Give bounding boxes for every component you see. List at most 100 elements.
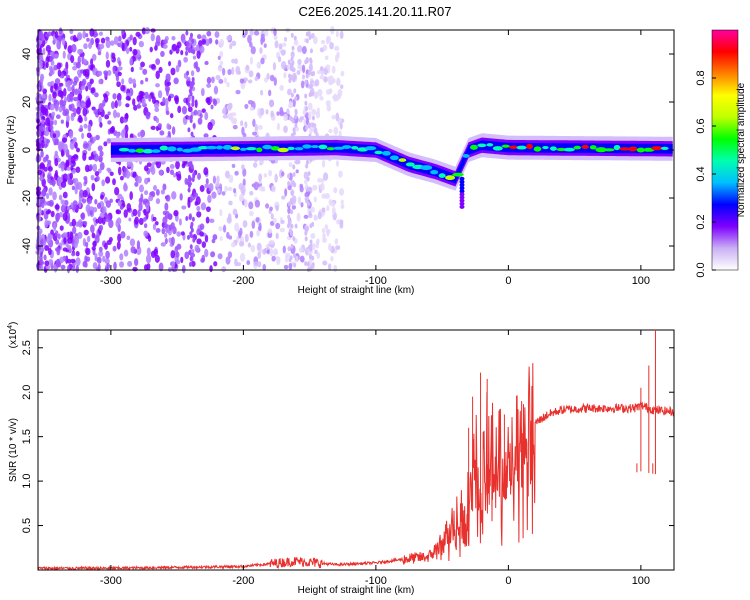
- noise-speck: [201, 241, 207, 248]
- noise-speck: [66, 205, 71, 211]
- noise-speck: [117, 200, 122, 207]
- noise-speck: [193, 109, 198, 116]
- noise-speck: [238, 241, 245, 247]
- noise-speck: [74, 235, 78, 245]
- noise-speck: [211, 76, 215, 84]
- noise-speck: [252, 131, 257, 136]
- noise-speck: [97, 51, 102, 56]
- noise-speck: [130, 246, 136, 254]
- noise-speck: [44, 260, 50, 267]
- noise-speck: [86, 197, 92, 205]
- noise-speck: [75, 166, 81, 173]
- noise-streak: [293, 74, 297, 80]
- noise-speck: [310, 232, 316, 239]
- noise-streak: [308, 244, 312, 250]
- noise-speck: [72, 200, 78, 207]
- noise-streak: [287, 246, 291, 252]
- colorbar: 0.0 0.2 0.4 0.6 0.8 Normalized spectral ampl…: [695, 29, 747, 278]
- noise-speck: [115, 112, 121, 118]
- noise-speck: [58, 176, 62, 186]
- noise-speck: [125, 170, 131, 179]
- noise-speck: [196, 238, 202, 245]
- noise-speck: [48, 247, 52, 256]
- noise-speck: [324, 224, 329, 230]
- ridge-blob: [573, 145, 581, 150]
- noise-streak: [304, 125, 308, 131]
- noise-speck: [326, 205, 330, 212]
- noise-speck: [321, 228, 326, 234]
- noise-speck: [87, 124, 92, 132]
- noise-streak: [290, 92, 294, 98]
- noise-speck: [140, 79, 144, 85]
- noise-speck: [120, 129, 126, 139]
- noise-speck: [219, 38, 225, 48]
- noise-speck: [117, 193, 123, 200]
- noise-speck: [196, 211, 202, 218]
- noise-speck: [92, 240, 97, 247]
- noise-speck: [305, 117, 310, 126]
- noise-speck: [111, 52, 116, 60]
- noise-speck: [155, 198, 161, 205]
- noise-streak: [306, 176, 310, 182]
- noise-streak: [290, 56, 294, 62]
- noise-speck: [270, 110, 275, 119]
- noise-speck: [105, 51, 109, 60]
- noise-speck: [322, 260, 328, 266]
- snr-series-line: [37, 363, 675, 572]
- noise-speck: [56, 62, 62, 70]
- noise-speck: [244, 103, 249, 109]
- noise-streak: [306, 261, 310, 267]
- noise-streak: [307, 31, 311, 37]
- noise-streak: [305, 159, 309, 165]
- noise-speck: [171, 236, 175, 246]
- noise-speck: [175, 259, 181, 265]
- noise-speck: [134, 258, 139, 267]
- ridge-blob: [549, 146, 557, 151]
- noise-speck: [126, 202, 132, 212]
- noise-streak: [288, 78, 292, 84]
- noise-speck: [301, 46, 307, 55]
- ridge-blob: [556, 147, 567, 152]
- noise-speck: [47, 31, 52, 37]
- noise-streak: [307, 171, 311, 177]
- noise-speck: [40, 97, 46, 104]
- noise-speck: [199, 185, 205, 193]
- noise-speck: [194, 99, 198, 108]
- noise-speck: [115, 209, 120, 215]
- noise-speck: [40, 104, 45, 114]
- ridge-tail: [459, 189, 465, 194]
- noise-speck: [43, 254, 47, 261]
- ridge-blob: [405, 162, 415, 167]
- noise-speck: [160, 189, 165, 195]
- noise-speck: [308, 102, 313, 111]
- noise-speck: [170, 67, 176, 76]
- noise-speck: [86, 37, 90, 42]
- noise-speck: [76, 106, 81, 115]
- noise-streak: [187, 127, 191, 133]
- noise-speck: [58, 27, 63, 35]
- ridge-blob: [486, 143, 494, 147]
- y-tick-label: -40: [21, 238, 33, 254]
- noise-speck: [286, 64, 291, 70]
- noise-speck: [296, 70, 301, 75]
- noise-speck: [267, 228, 273, 234]
- noise-speck: [106, 240, 112, 246]
- noise-speck: [120, 84, 126, 92]
- noise-speck: [41, 140, 45, 149]
- noise-speck: [270, 116, 276, 121]
- noise-speck: [284, 36, 288, 42]
- noise-speck: [44, 219, 49, 228]
- noise-speck: [135, 31, 141, 37]
- noise-speck: [129, 238, 136, 247]
- noise-speck: [196, 205, 201, 212]
- noise-speck: [259, 107, 265, 116]
- noise-speck: [213, 98, 218, 107]
- noise-speck: [269, 99, 274, 108]
- noise-speck: [331, 206, 336, 215]
- noise-speck: [247, 79, 253, 84]
- noise-speck: [132, 36, 137, 46]
- noise-speck: [69, 140, 75, 150]
- noise-speck: [104, 258, 110, 265]
- noise-speck: [335, 245, 341, 251]
- noise-speck: [57, 233, 61, 240]
